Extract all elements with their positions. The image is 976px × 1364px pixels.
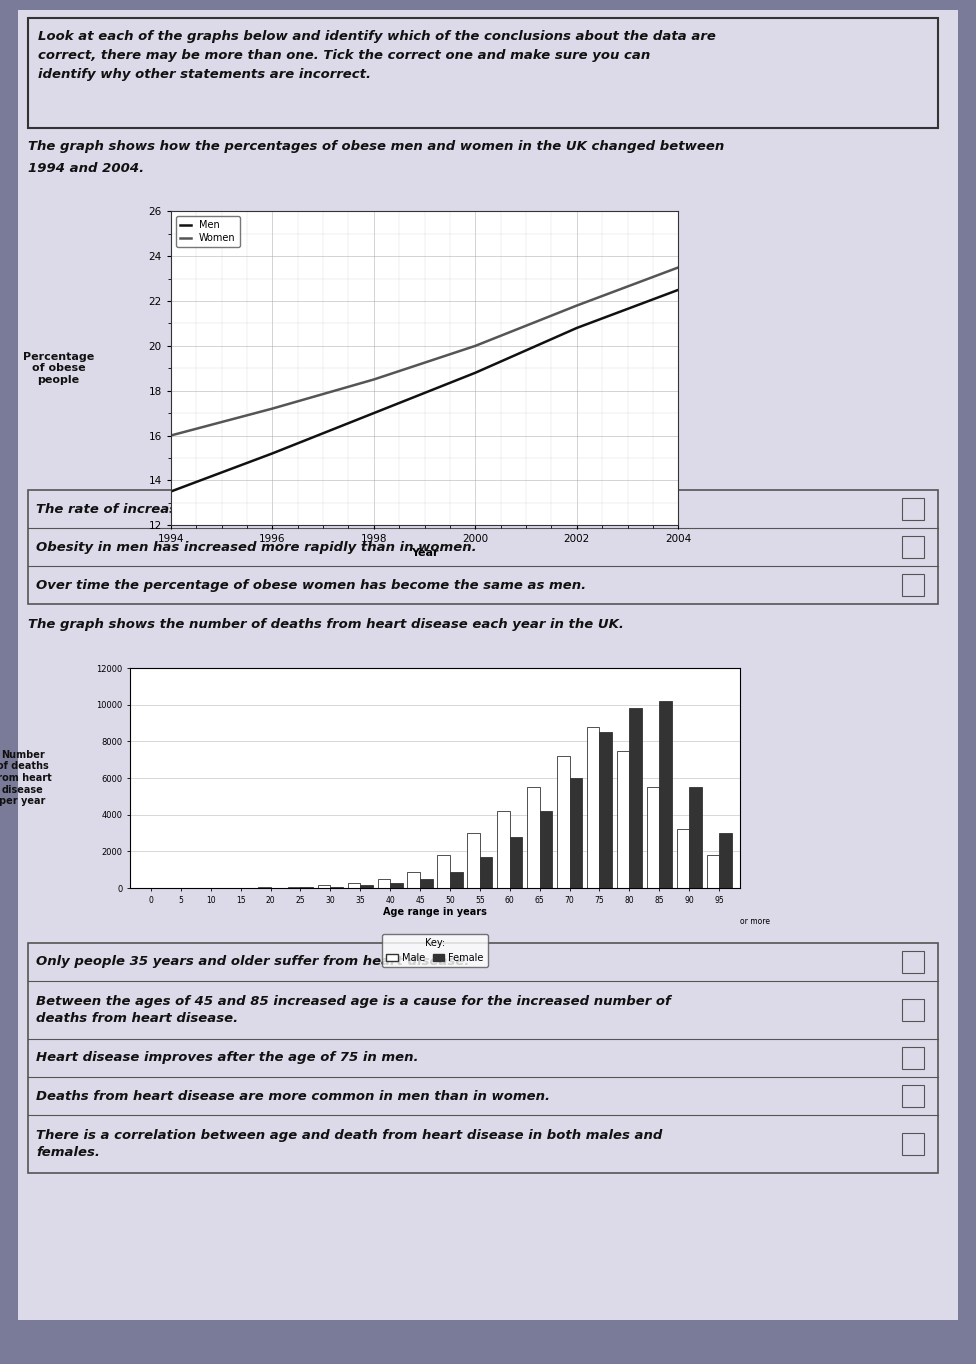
- Bar: [497, 812, 509, 888]
- Bar: [28, 943, 938, 1173]
- Text: Obesity in men has increased more rapidly than in women.: Obesity in men has increased more rapidl…: [36, 540, 476, 554]
- Text: There is a correlation between age and death from heart disease in both males an: There is a correlation between age and d…: [36, 1128, 663, 1159]
- Women: [469, 338, 481, 355]
- Bar: [719, 833, 732, 888]
- FancyBboxPatch shape: [28, 18, 938, 128]
- Bar: [902, 574, 924, 596]
- Men: [165, 483, 177, 499]
- Women: [571, 297, 583, 314]
- Bar: [902, 1133, 924, 1155]
- Men: [672, 281, 684, 297]
- Bar: [557, 756, 570, 888]
- Bar: [707, 855, 719, 888]
- Bar: [509, 836, 522, 888]
- Men: [368, 405, 380, 421]
- Men: [266, 445, 278, 461]
- Text: Number
of deaths
from heart
disease
per year: Number of deaths from heart disease per …: [0, 750, 52, 806]
- Legend: Men, Women: Men, Women: [176, 217, 239, 247]
- Women: [165, 427, 177, 443]
- Bar: [676, 829, 689, 888]
- Bar: [28, 490, 938, 604]
- Text: Percentage
of obese
people: Percentage of obese people: [22, 352, 95, 385]
- Bar: [390, 883, 403, 888]
- Bar: [527, 787, 540, 888]
- Bar: [647, 787, 659, 888]
- Bar: [617, 750, 630, 888]
- Bar: [540, 812, 552, 888]
- Bar: [659, 701, 671, 888]
- Bar: [437, 855, 450, 888]
- X-axis label: Year: Year: [411, 548, 438, 558]
- Bar: [902, 498, 924, 520]
- Line: Men: Men: [171, 289, 678, 491]
- Text: Only people 35 years and older suffer from heart disease.: Only people 35 years and older suffer fr…: [36, 956, 469, 968]
- Bar: [630, 708, 642, 888]
- Bar: [330, 887, 343, 888]
- Text: The rate of increase in obesity of men has slowed down.: The rate of increase in obesity of men h…: [36, 502, 458, 516]
- Bar: [902, 1048, 924, 1069]
- Bar: [570, 777, 582, 888]
- Bar: [318, 885, 330, 888]
- Bar: [450, 872, 463, 888]
- Text: The graph shows how the percentages of obese men and women in the UK changed bet: The graph shows how the percentages of o…: [28, 140, 724, 153]
- Text: Between the ages of 45 and 85 increased age is a cause for the increased number : Between the ages of 45 and 85 increased …: [36, 994, 671, 1026]
- Text: Over time the percentage of obese women has become the same as men.: Over time the percentage of obese women …: [36, 578, 587, 592]
- Men: [571, 319, 583, 336]
- Text: Deaths from heart disease are more common in men than in women.: Deaths from heart disease are more commo…: [36, 1090, 550, 1102]
- Bar: [902, 536, 924, 558]
- Bar: [587, 727, 599, 888]
- X-axis label: Age range in years: Age range in years: [383, 907, 487, 918]
- Bar: [420, 878, 432, 888]
- Bar: [378, 878, 390, 888]
- Text: Look at each of the graphs below and identify which of the conclusions about the: Look at each of the graphs below and ide…: [38, 30, 715, 80]
- Women: [368, 371, 380, 387]
- Bar: [347, 883, 360, 888]
- Bar: [902, 951, 924, 973]
- Text: The graph shows the number of deaths from heart disease each year in the UK.: The graph shows the number of deaths fro…: [28, 618, 624, 632]
- Bar: [689, 787, 702, 888]
- Bar: [599, 732, 612, 888]
- Text: 1994 and 2004.: 1994 and 2004.: [28, 162, 144, 175]
- Women: [266, 401, 278, 417]
- Text: or more: or more: [740, 918, 770, 926]
- Bar: [468, 833, 480, 888]
- Women: [672, 259, 684, 276]
- Bar: [360, 885, 373, 888]
- Bar: [902, 1084, 924, 1108]
- Bar: [408, 872, 420, 888]
- Legend: Male, Female: Male, Female: [383, 934, 488, 967]
- Men: [469, 364, 481, 381]
- Bar: [480, 857, 493, 888]
- Line: Women: Women: [171, 267, 678, 435]
- Text: Heart disease improves after the age of 75 in men.: Heart disease improves after the age of …: [36, 1052, 419, 1064]
- Bar: [902, 998, 924, 1022]
